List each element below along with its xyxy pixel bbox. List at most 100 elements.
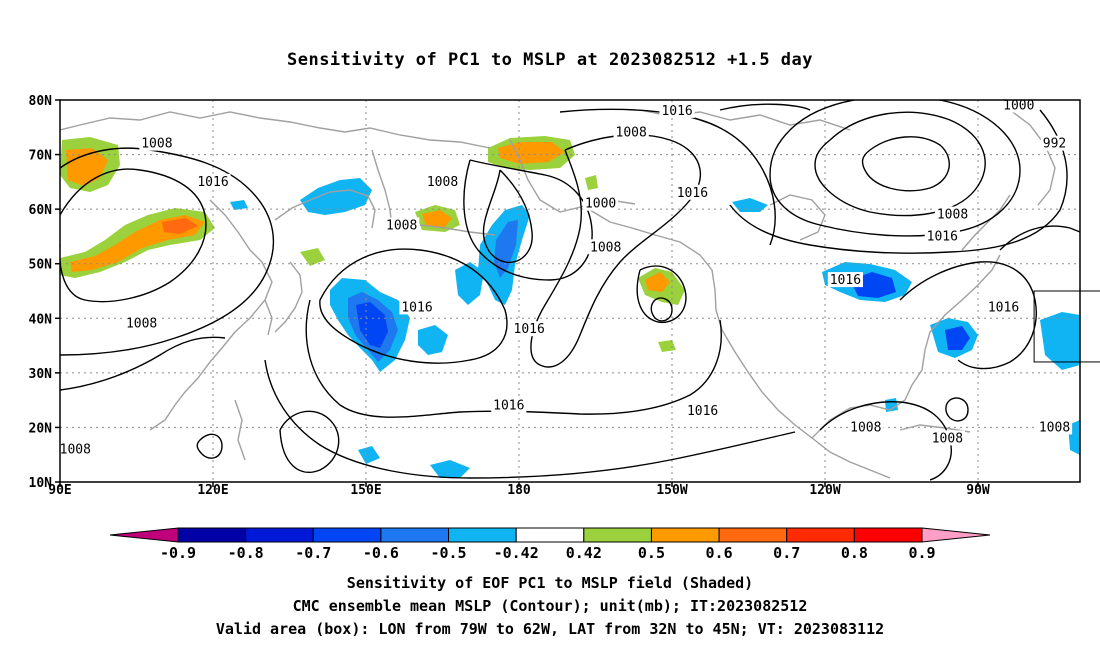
- contour-label: 1000: [585, 197, 616, 212]
- coast-us-east: [921, 254, 1001, 371]
- contour-closed-small-1: [196, 433, 223, 459]
- colorbar-box: [515, 527, 585, 543]
- contour-label-bg: [929, 430, 965, 446]
- colorbar-box: [245, 527, 314, 543]
- contour-label-bg: [399, 299, 435, 315]
- colorbar-label: -0.6: [363, 544, 399, 562]
- contour-label: 1016: [401, 300, 432, 315]
- contour-label-bg: [139, 135, 175, 151]
- colorbar-label: 0.8: [841, 544, 868, 562]
- contour-label-bg: [124, 315, 160, 331]
- coast-korea: [264, 299, 273, 336]
- lon-tick-label: 120W: [809, 483, 840, 498]
- colorbar: [109, 527, 991, 543]
- contour-1000-low: [814, 111, 986, 217]
- lon-tick-label: 150E: [350, 483, 381, 498]
- contour-label: 1008: [937, 208, 968, 223]
- contour-1016-low: [719, 103, 1068, 254]
- coast-kamchatka: [371, 149, 393, 229]
- shade-positive-small-2: [658, 340, 676, 352]
- colorbar-label: 0.9: [908, 544, 935, 562]
- colorbar-label: -0.9: [160, 544, 196, 562]
- lat-tick-label: 80N: [29, 94, 53, 109]
- coast-caribbean: [899, 424, 971, 433]
- contour-label: 1008: [427, 175, 458, 190]
- contour-label: 1016: [677, 186, 708, 201]
- contour-label: 1016: [661, 104, 692, 119]
- colorbar-box: [853, 527, 923, 543]
- contour-label-bg: [674, 184, 710, 200]
- colorbar-box: [583, 527, 652, 543]
- contour-992-low: [861, 136, 950, 192]
- contour-label-bg: [583, 195, 619, 211]
- contour-label-bg: [827, 272, 863, 288]
- contour-label-bg: [588, 239, 624, 255]
- coast-okhotsk: [274, 189, 376, 229]
- contour-label: 1000: [1003, 98, 1034, 113]
- contour-label-bg: [511, 321, 547, 337]
- shade-positive-small-3: [585, 175, 598, 190]
- lon-tick-label: 90W: [966, 483, 990, 498]
- contour-label: 1016: [197, 175, 228, 190]
- shade-positive-mongolia-inner: [162, 218, 198, 234]
- shade-positive-small-1: [300, 248, 325, 266]
- contour-closed-small-3: [650, 297, 673, 322]
- contour-label: 1008: [141, 137, 172, 152]
- shade-positive-chukotka-core: [498, 142, 565, 164]
- colorbar-labels: -0.9 -0.8 -0.7 -0.6 -0.5 -0.42 0.42 0.5 0.6 0.7 0.…: [160, 544, 936, 562]
- shade-negative-dateline: [418, 325, 448, 355]
- lon-tick-label: 120E: [197, 483, 228, 498]
- coast-aleutians: [419, 224, 496, 236]
- lon-tick-label: 150W: [656, 483, 687, 498]
- contour-1016-east: [899, 261, 1037, 370]
- lat-tick-label: 30N: [29, 367, 53, 382]
- contour-1016-north: [559, 108, 776, 246]
- colorbar-label: 0.5: [638, 544, 665, 562]
- contour-label-bg: [1040, 135, 1069, 151]
- contour-label-bg: [57, 441, 93, 457]
- shade-negative-west-pacific-inner: [356, 302, 388, 348]
- coastlines: [60, 109, 1056, 479]
- contour-1008-low: [769, 100, 1021, 237]
- colorbar-label: 0.7: [773, 544, 800, 562]
- shade-negative-east-atlantic: [1040, 312, 1080, 370]
- colorbar-box: [177, 527, 247, 543]
- contour-label: 1016: [514, 322, 545, 337]
- sensitivity-shading: [60, 136, 1080, 478]
- valid-area-box: [1033, 290, 1100, 363]
- contour-1016-ne-pacific-high: [636, 265, 687, 324]
- contour-label: 1016: [988, 300, 1019, 315]
- longitude-axis: 90E120E150E180150W120W90W60W: [48, 482, 990, 498]
- contour-1008-aleutian: [463, 159, 593, 281]
- contour-label-bg: [491, 397, 527, 413]
- contour-1016-pacific-high: [319, 248, 508, 364]
- colorbar-low-triangle: [109, 527, 179, 543]
- contour-label: 1008: [850, 420, 881, 435]
- contour-label-bg: [848, 419, 884, 435]
- shade-negative-hudson: [732, 198, 768, 212]
- caption-contour: CMC ensemble mean MSLP (Contour); unit(m…: [292, 597, 808, 615]
- coast-philippines: [234, 399, 246, 461]
- coast-central-america: [811, 437, 891, 479]
- contour-label-bg: [195, 173, 231, 189]
- contour-label-bg: [1036, 419, 1073, 435]
- shade-negative-small-2: [358, 446, 380, 464]
- shade-positive-okhotsk-core: [422, 210, 452, 228]
- coast-north-america-west: [711, 269, 813, 439]
- caption-shading: Sensitivity of EOF PC1 to MSLP field (Sh…: [346, 574, 754, 592]
- lon-tick-label: 180: [507, 483, 531, 498]
- colorbar-label: 0.42: [566, 544, 602, 562]
- colorbar-label: -0.7: [295, 544, 331, 562]
- lat-tick-label: 70N: [29, 149, 53, 164]
- chart-title: Sensitivity of PC1 to MSLP at 2023082512…: [286, 50, 813, 70]
- contour-label-bg: [934, 206, 971, 222]
- colorbar-box: [786, 527, 855, 543]
- contour-label-bg: [659, 102, 695, 118]
- contour-labels: 1008 1016 1008 1008 1016 1008 1008 1016 1008 1016…: [57, 97, 1073, 457]
- colorbar-label: -0.5: [430, 544, 466, 562]
- contour-label-bg: [384, 217, 420, 233]
- contour-1008-west: [60, 336, 226, 391]
- contour-label: 992: [1043, 137, 1066, 152]
- colorbar-box: [650, 527, 720, 543]
